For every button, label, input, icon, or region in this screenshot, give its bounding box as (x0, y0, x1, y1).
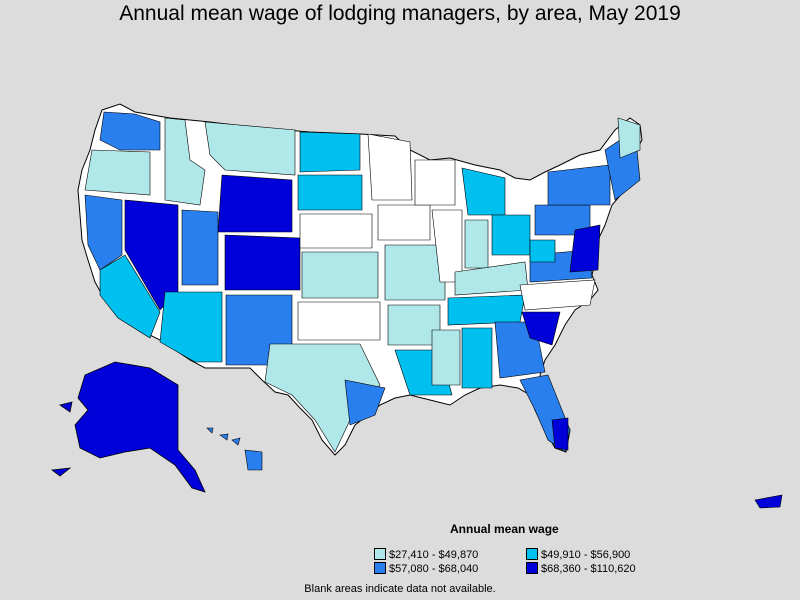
region-tennessee (447, 294, 526, 326)
legend-item-3: $57,080 - $68,040 (374, 562, 478, 575)
region-mississippi (431, 329, 461, 386)
puerto-rico (754, 494, 783, 509)
hawaii (206, 427, 263, 471)
region-maine (617, 117, 641, 159)
region-north-dakota (299, 131, 361, 173)
region-utah (181, 209, 219, 286)
alaska (50, 361, 206, 493)
region-wyoming (217, 174, 293, 233)
page-title: Annual mean wage of lodging managers, by… (119, 2, 681, 25)
region-iowa (377, 204, 431, 241)
region-arizona (159, 291, 223, 363)
region-minnesota (367, 133, 413, 201)
region-missouri (384, 244, 446, 301)
region-idaho (164, 117, 206, 206)
legend-item-1: $27,410 - $49,870 (374, 548, 478, 561)
legend-title: Annual mean wage (450, 522, 559, 536)
footnote: Blank areas indicate data not available. (304, 583, 496, 595)
region-oregon (84, 149, 151, 196)
region-florida-south (551, 417, 569, 451)
region-mid-atlantic (569, 224, 601, 273)
region-indiana (464, 219, 489, 269)
legend-swatch-2 (526, 548, 538, 560)
region-washington (99, 111, 161, 151)
region-montana (204, 121, 296, 176)
map-regions (84, 111, 641, 453)
region-south-carolina (521, 311, 561, 346)
legend-swatch-1 (374, 548, 386, 560)
region-colorado (224, 234, 301, 291)
region-south-dakota (297, 174, 363, 211)
region-california-south (99, 254, 161, 339)
region-west-virginia (529, 239, 556, 263)
region-north-carolina (519, 279, 596, 311)
region-alabama (461, 327, 493, 389)
region-wisconsin (414, 159, 456, 206)
region-california-north (84, 194, 123, 271)
region-oklahoma (297, 301, 381, 341)
legend-item-2: $49,910 - $56,900 (526, 548, 630, 561)
legend-swatch-4 (526, 562, 538, 574)
region-texas (264, 343, 381, 453)
region-new-york (547, 164, 611, 206)
region-texas-gulf (344, 379, 386, 426)
region-ohio (491, 214, 531, 256)
region-kansas (301, 251, 379, 299)
legend-swatch-3 (374, 562, 386, 574)
region-nebraska (299, 213, 373, 249)
legend-item-4: $68,360 - $110,620 (526, 562, 636, 575)
